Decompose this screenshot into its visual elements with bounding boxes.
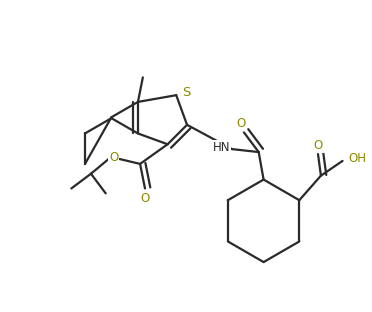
Text: O: O [109,150,118,163]
Text: O: O [140,192,150,205]
Text: O: O [313,139,323,152]
Text: HN: HN [213,141,230,154]
Text: O: O [236,117,246,130]
Text: OH: OH [348,153,366,165]
Text: S: S [182,86,190,99]
